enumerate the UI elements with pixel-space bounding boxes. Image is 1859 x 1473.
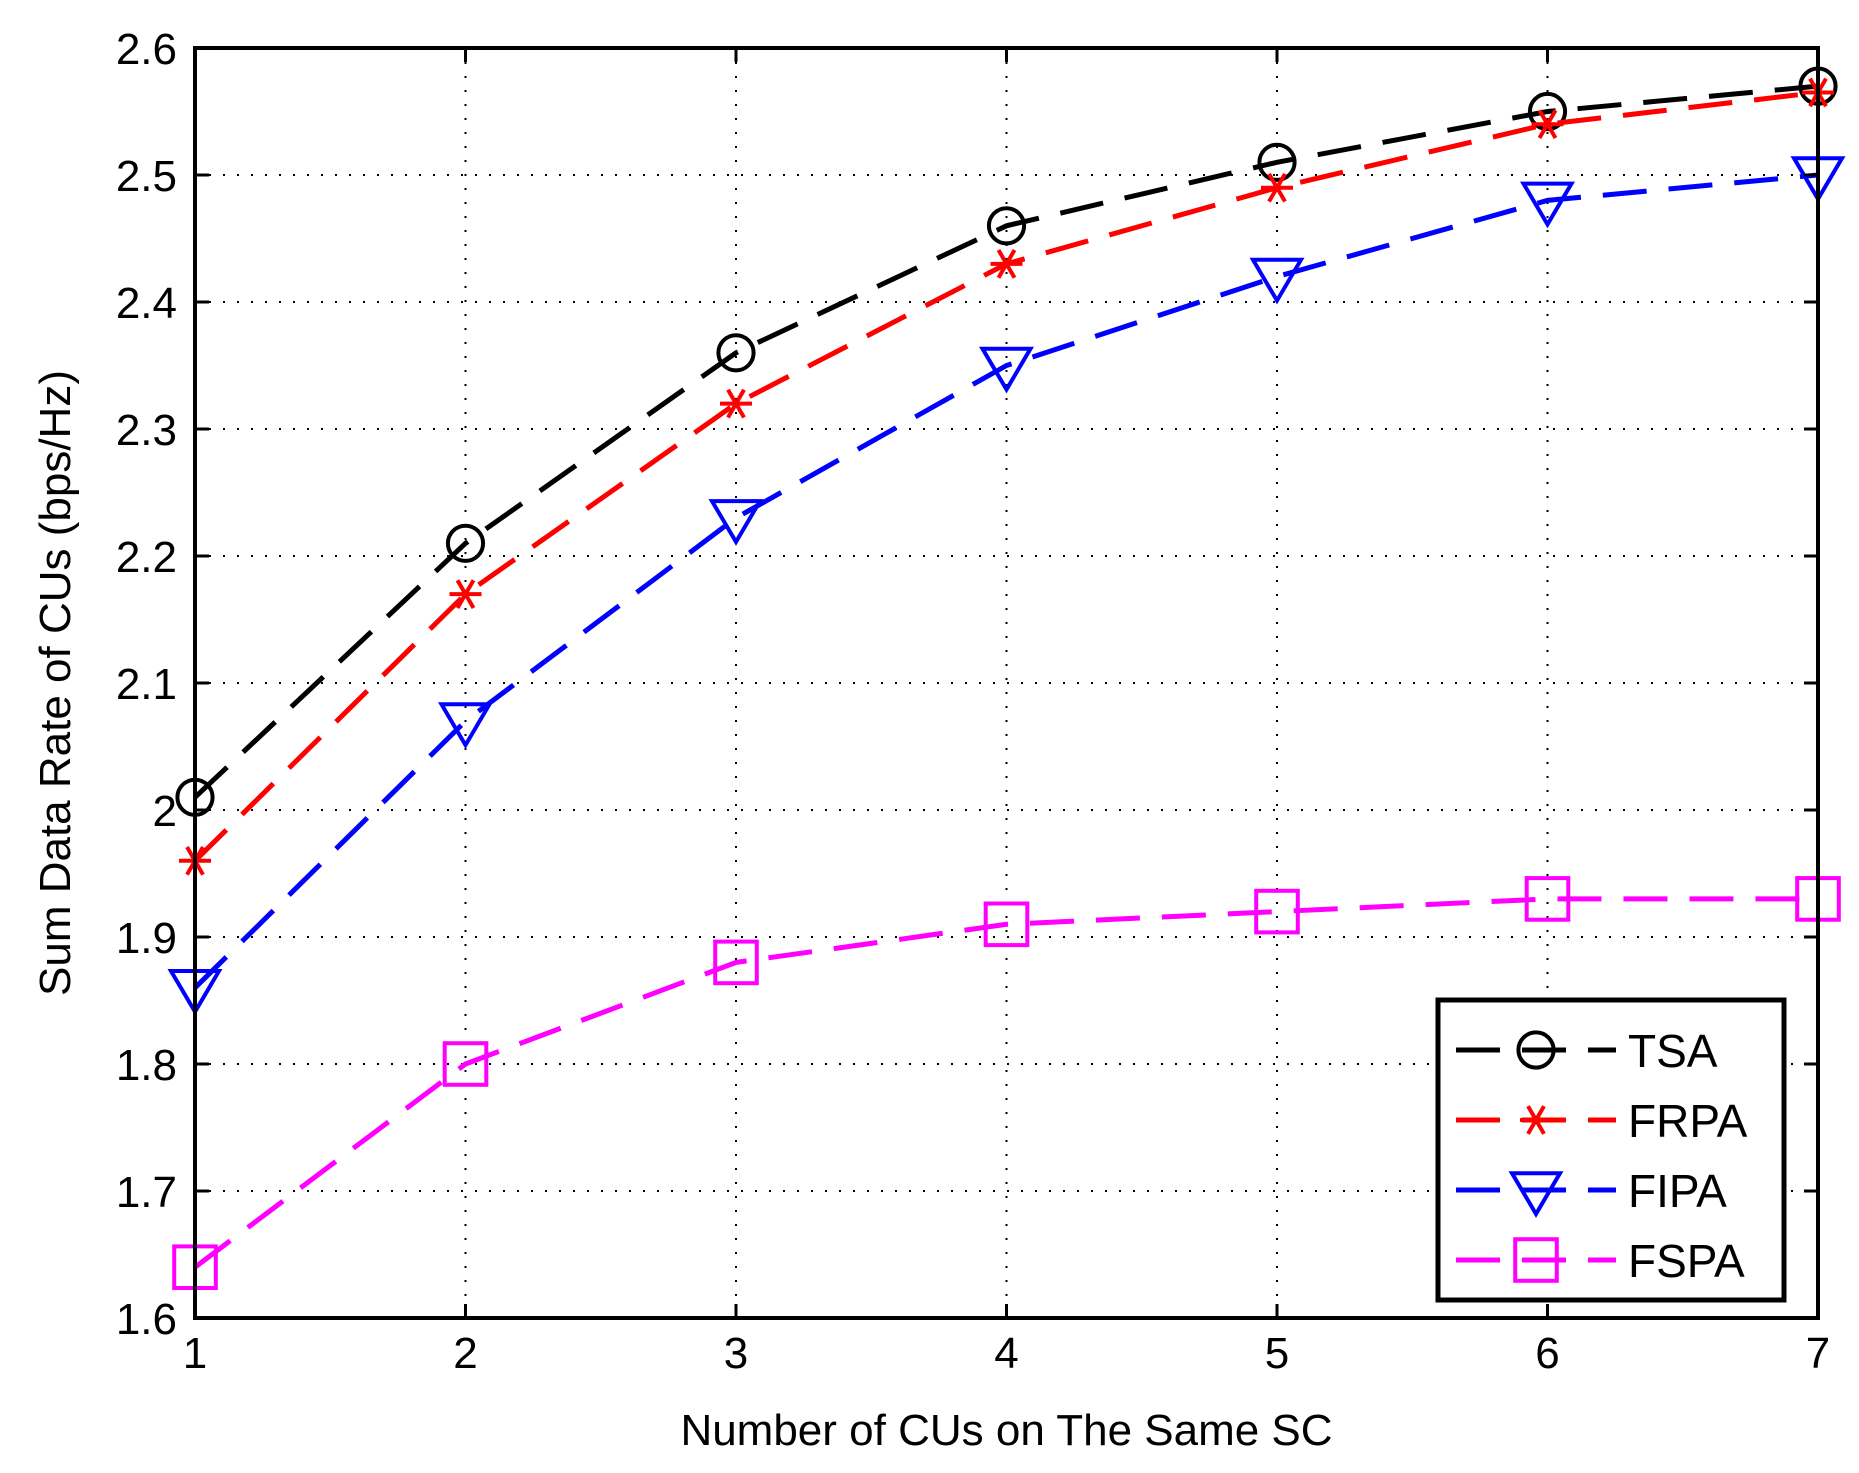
legend: TSA FRPA FIPA FSPA	[1435, 997, 1787, 1303]
data-point-frpa	[1531, 109, 1564, 140]
x-tick-label: 4	[994, 1329, 1018, 1378]
x-tick-label: 6	[1535, 1329, 1559, 1378]
legend-marker	[1516, 1030, 1556, 1070]
legend-marker	[1520, 1105, 1552, 1135]
data-point-tsa	[445, 523, 486, 563]
legend-entry-frpa: FRPA	[1456, 1095, 1748, 1147]
y-tick-label: 1.8	[116, 1041, 177, 1090]
x-axis-label: Number of CUs on The Same SC	[680, 1406, 1332, 1455]
legend-label: FRPA	[1628, 1095, 1748, 1147]
axis-ticks: 1 2 3 4 5 6 7 1.6 1.7 1.8 1.9 2 2.1 2.2 2.3 2.4 2.5 2.6	[116, 25, 1830, 1378]
series-line-tsa	[193, 83, 1819, 800]
legend-label: FSPA	[1628, 1235, 1745, 1287]
data-point-fspa	[713, 939, 759, 986]
y-tick-label: 2.2	[116, 533, 177, 582]
data-point-fipa	[979, 346, 1034, 394]
data-point-tsa	[1257, 142, 1297, 182]
x-tick-label: 2	[453, 1329, 477, 1378]
data-point-fspa	[442, 1041, 489, 1087]
y-tick-label: 2.3	[116, 406, 177, 455]
series-frpa	[179, 77, 1834, 876]
data-point-tsa	[986, 206, 1027, 246]
y-tick-label: 2.1	[116, 660, 177, 709]
data-point-fspa	[1524, 876, 1571, 922]
data-point-fipa	[708, 499, 764, 546]
legend-label: FIPA	[1628, 1165, 1727, 1217]
legend-entry-fipa: FIPA	[1456, 1165, 1727, 1218]
legend-entry-tsa: TSA	[1456, 1025, 1718, 1077]
y-tick-label: 1.6	[116, 1295, 177, 1344]
data-point-tsa	[716, 333, 756, 373]
data-point-fspa	[1254, 888, 1300, 935]
data-point-fipa	[1249, 257, 1305, 305]
legend-marker	[1513, 1237, 1559, 1283]
series-tsa	[175, 66, 1838, 817]
x-tick-label: 3	[724, 1329, 748, 1378]
x-tick-label: 1	[183, 1329, 207, 1378]
x-tick-label: 7	[1806, 1329, 1830, 1378]
data-point-fspa	[983, 901, 1030, 948]
y-tick-label: 1.9	[116, 914, 177, 963]
series-line-fspa	[193, 896, 1818, 1270]
data-point-frpa	[449, 579, 482, 609]
y-tick-label: 2.5	[116, 152, 177, 201]
y-tick-label: 2.4	[116, 279, 177, 328]
series-line-fipa	[193, 172, 1819, 990]
y-tick-label: 2	[153, 787, 177, 836]
y-axis-label: Sum Data Rate of CUs (bps/Hz)	[31, 370, 80, 996]
data-point-frpa	[990, 249, 1023, 279]
y-tick-label: 1.7	[116, 1168, 177, 1217]
legend-marker	[1508, 1171, 1564, 1218]
x-tick-label: 5	[1265, 1329, 1289, 1378]
data-point-frpa	[1261, 172, 1293, 203]
data-point-fipa	[1520, 181, 1575, 229]
series-group	[167, 66, 1846, 1291]
data-point-tsa	[1527, 91, 1568, 132]
data-point-frpa	[720, 388, 752, 419]
legend-label: TSA	[1628, 1025, 1718, 1077]
data-point-fipa	[438, 702, 493, 750]
legend-entry-fspa: FSPA	[1456, 1235, 1745, 1287]
y-tick-label: 2.6	[116, 25, 177, 74]
